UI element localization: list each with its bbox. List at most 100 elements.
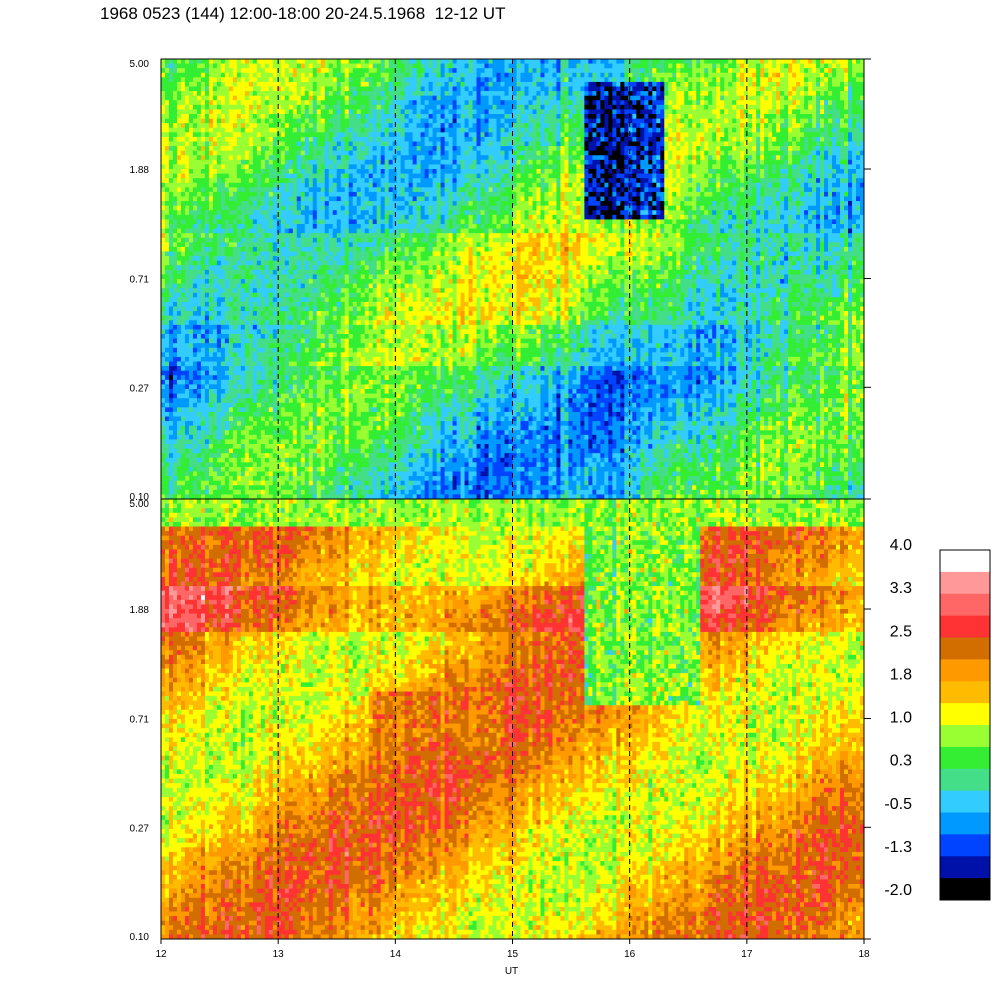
heatmap-cell: [196, 123, 202, 129]
heatmap-cell: [300, 169, 306, 175]
heatmap-cell: [212, 191, 218, 198]
heatmap-cell: [344, 457, 350, 463]
heatmap-cell: [320, 95, 326, 101]
heatmap-cell: [192, 118, 198, 124]
heatmap-cell: [272, 343, 278, 349]
heatmap-cell: [344, 421, 350, 427]
heatmap-cell: [172, 301, 178, 308]
heatmap-cell: [204, 274, 210, 280]
heatmap-cell: [232, 494, 238, 499]
heatmap-cell: [244, 334, 250, 340]
heatmap-cell: [224, 196, 230, 202]
heatmap-cell: [161, 269, 166, 276]
heatmap-cell: [272, 306, 278, 312]
heatmap-cell: [304, 485, 310, 491]
heatmap-cell: [296, 233, 302, 239]
heatmap-cell: [320, 136, 326, 143]
heatmap-cell: [320, 109, 326, 115]
heatmap-cell: [292, 228, 298, 234]
heatmap-cell: [348, 132, 354, 138]
heatmap-cell: [344, 132, 350, 138]
heatmap-cell: [284, 444, 290, 450]
heatmap-cell: [260, 242, 266, 248]
heatmap-cell: [172, 59, 178, 65]
heatmap-cell: [292, 159, 298, 166]
heatmap-cell: [288, 72, 294, 78]
heatmap-cell: [284, 329, 290, 335]
heatmap-cell: [296, 489, 302, 496]
heatmap-cell: [172, 164, 178, 170]
heatmap-cell: [300, 352, 306, 358]
heatmap-cell: [344, 306, 350, 312]
heatmap-cell: [308, 407, 314, 413]
heatmap-cell: [360, 118, 366, 124]
heatmap-cell: [312, 434, 318, 441]
heatmap-cell: [168, 366, 174, 372]
heatmap-cell: [184, 68, 190, 74]
heatmap-cell: [316, 292, 322, 298]
heatmap-cell: [172, 95, 178, 101]
heatmap-cell: [332, 311, 338, 317]
heatmap-cell: [364, 366, 370, 372]
heatmap-cell: [240, 274, 246, 280]
heatmap-cell: [276, 265, 282, 271]
heatmap-cell: [320, 402, 326, 408]
heatmap-cell: [296, 187, 302, 193]
heatmap-cell: [304, 489, 310, 496]
heatmap-cell: [340, 379, 346, 386]
heatmap-cell: [276, 315, 282, 321]
heatmap-cell: [284, 210, 290, 216]
heatmap-cell: [204, 347, 210, 353]
heatmap-cell: [208, 453, 214, 459]
heatmap-cell: [212, 471, 218, 477]
heatmap-cell: [280, 301, 286, 308]
heatmap-cell: [356, 159, 362, 166]
heatmap-cell: [284, 237, 290, 243]
heatmap-cell: [328, 466, 334, 473]
heatmap-cell: [196, 393, 202, 399]
heatmap-cell: [248, 334, 254, 340]
heatmap-cell: [212, 356, 218, 363]
heatmap-cell: [340, 356, 346, 363]
heatmap-cell: [312, 306, 318, 312]
heatmap-cell: [252, 201, 258, 207]
heatmap-cell: [176, 329, 182, 335]
heatmap-cell: [176, 210, 182, 216]
heatmap-cell: [264, 114, 270, 120]
heatmap-cell: [300, 256, 306, 262]
heatmap-cell: [224, 370, 230, 376]
heatmap-cell: [344, 384, 350, 390]
heatmap-cell: [324, 86, 330, 92]
heatmap-cell: [344, 494, 350, 499]
heatmap-cell: [316, 196, 322, 202]
heatmap-cell: [348, 329, 354, 335]
heatmap-cell: [356, 306, 362, 312]
heatmap-cell: [216, 430, 222, 436]
heatmap-cell: [284, 421, 290, 427]
heatmap-cell: [180, 448, 186, 454]
heatmap-cell: [308, 246, 314, 253]
heatmap-cell: [168, 91, 174, 97]
heatmap-cell: [272, 384, 278, 390]
heatmap-cell: [208, 100, 214, 106]
heatmap-cell: [232, 444, 238, 450]
heatmap-cell: [184, 196, 190, 202]
heatmap-cell: [356, 178, 362, 184]
heatmap-cell: [228, 434, 234, 441]
heatmap-cell: [300, 104, 306, 111]
heatmap-cell: [304, 338, 310, 344]
heatmap-cell: [208, 279, 214, 285]
heatmap-cell: [308, 91, 314, 97]
heatmap-cell: [232, 91, 238, 97]
heatmap-cell: [340, 301, 346, 308]
heatmap-cell: [208, 63, 214, 69]
heatmap-cell: [344, 315, 350, 321]
heatmap-cell: [244, 292, 250, 298]
heatmap-cell: [268, 370, 274, 376]
heatmap-cell: [188, 233, 194, 239]
heatmap-cell: [320, 155, 326, 161]
heatmap-cell: [360, 169, 366, 175]
heatmap-cell: [192, 242, 198, 248]
heatmap-cell: [360, 237, 366, 243]
heatmap-cell: [212, 334, 218, 340]
